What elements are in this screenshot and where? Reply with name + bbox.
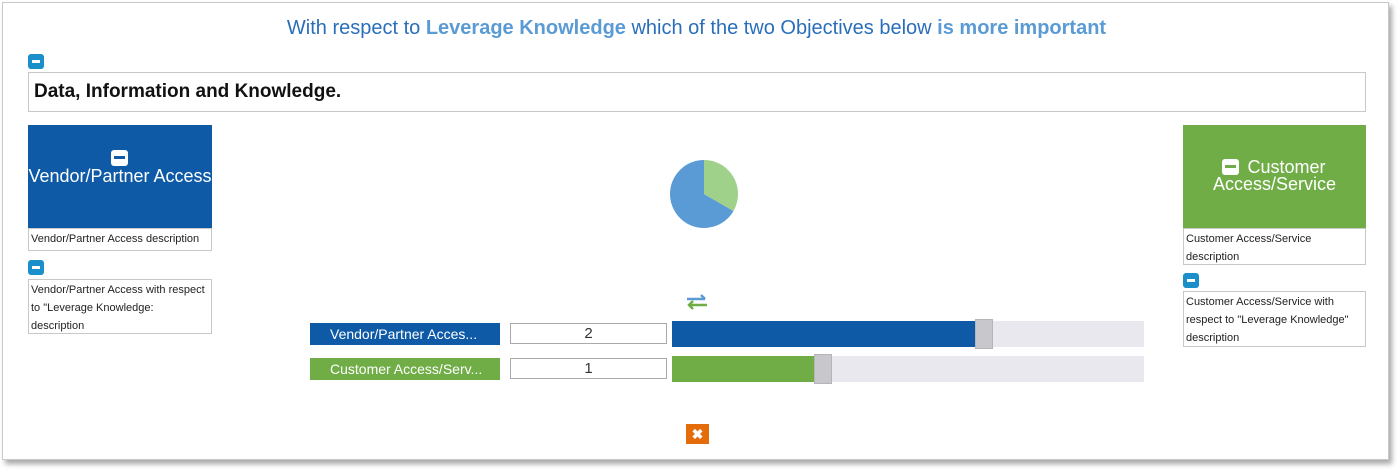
- right-objective-tile[interactable]: Customer Access/Service: [1183, 125, 1366, 228]
- comparison-dialog: With respect to Leverage Knowledge which…: [2, 2, 1389, 460]
- right-objective-name-text: Customer Access/Service: [1212, 157, 1337, 194]
- pie-slice-customer: [704, 160, 738, 211]
- close-button[interactable]: ✖: [686, 424, 709, 444]
- right-respect-description: Customer Access/Service with respect to …: [1183, 291, 1366, 347]
- left-respect-description: Vendor/Partner Access with respect to "L…: [28, 279, 212, 334]
- question-prefix: With respect to: [286, 17, 426, 39]
- left-objective-name: Vendor/Partner Access: [28, 166, 212, 186]
- minus-icon[interactable]: [1222, 159, 1239, 175]
- priority-pie-chart: [670, 160, 738, 228]
- question-emphasis: is more important: [937, 17, 1107, 39]
- left-objective-description: Vendor/Partner Access description: [28, 228, 212, 251]
- question-middle: which of the two Objectives below: [625, 17, 938, 39]
- left-objective-tile[interactable]: Vendor/Partner Access: [28, 125, 212, 228]
- comparison-question: With respect to Leverage Knowledge which…: [3, 17, 1390, 40]
- group-title: Data, Information and Knowledge.: [28, 72, 1366, 112]
- customer-slider-fill: [672, 356, 818, 382]
- swap-arrows-icon[interactable]: [685, 293, 709, 311]
- right-objective-name: Customer Access/Service: [1183, 157, 1366, 194]
- customer-score-input[interactable]: [510, 358, 667, 379]
- pie-slice-vendor: [670, 160, 734, 228]
- vendor-score-input[interactable]: [510, 323, 667, 344]
- collapse-group-button[interactable]: [28, 54, 44, 69]
- collapse-right-respect-button[interactable]: [1183, 273, 1199, 288]
- row-label-vendor[interactable]: Vendor/Partner Acces...: [310, 323, 500, 345]
- customer-slider-track[interactable]: [672, 354, 1144, 384]
- customer-slider-handle[interactable]: [814, 354, 832, 384]
- vendor-slider-handle[interactable]: [975, 319, 993, 349]
- right-objective-description: Customer Access/Service description: [1183, 228, 1366, 265]
- vendor-slider-track[interactable]: [672, 319, 1144, 349]
- question-goal: Leverage Knowledge: [425, 17, 626, 39]
- collapse-left-respect-button[interactable]: [28, 260, 44, 275]
- close-icon: ✖: [691, 426, 704, 442]
- vendor-slider-fill: [672, 321, 979, 347]
- minus-icon[interactable]: [111, 150, 128, 166]
- row-label-customer[interactable]: Customer Access/Serv...: [310, 358, 500, 380]
